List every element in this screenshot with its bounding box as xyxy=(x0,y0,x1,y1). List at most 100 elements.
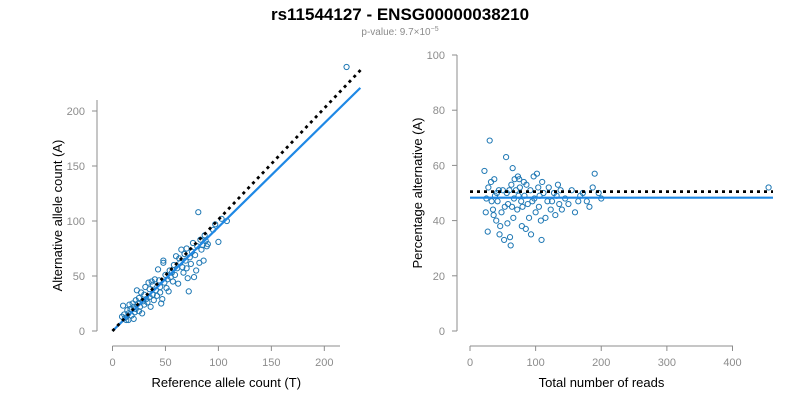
data-point xyxy=(490,211,497,219)
data-point xyxy=(589,184,596,191)
data-point xyxy=(535,203,543,210)
data-point xyxy=(591,170,598,177)
y-tick-label: 40 xyxy=(433,216,445,228)
data-point xyxy=(489,206,497,213)
data-point xyxy=(501,203,508,210)
data-point xyxy=(180,269,187,276)
y-tick-label: 20 xyxy=(433,271,445,283)
data-point xyxy=(496,231,503,238)
data-point xyxy=(525,214,533,221)
data-point xyxy=(497,223,504,230)
data-point xyxy=(485,184,492,191)
data-point xyxy=(524,200,531,208)
data-point xyxy=(765,184,772,191)
x-axis-label: Total number of reads xyxy=(539,375,665,390)
data-point xyxy=(530,173,537,180)
x-tick-label: 400 xyxy=(723,357,741,369)
data-point xyxy=(533,170,541,177)
data-point xyxy=(532,209,539,216)
data-point xyxy=(518,198,525,205)
percentage-alternative-scatter-panel: 0 100 200 300 400 0 20 40 60 80 100 Total number of… xyxy=(410,50,773,390)
x-axis-label: Reference allele count (T) xyxy=(151,375,301,390)
data-point xyxy=(502,154,510,161)
data-point xyxy=(554,181,562,188)
data-point xyxy=(147,303,154,310)
x-tick-label: 100 xyxy=(209,357,227,369)
data-point xyxy=(183,265,190,272)
data-point xyxy=(200,257,207,264)
data-point xyxy=(135,294,143,302)
data-point xyxy=(158,300,165,307)
data-point xyxy=(507,242,514,249)
x-tick-label: 150 xyxy=(262,357,280,369)
data-point xyxy=(552,211,559,219)
data-point xyxy=(151,276,158,283)
x-tick-label: 50 xyxy=(159,357,171,369)
data-point xyxy=(215,238,222,245)
data-point xyxy=(547,206,554,213)
data-point xyxy=(157,289,164,296)
data-point xyxy=(504,220,511,227)
data-point xyxy=(498,209,505,216)
y-tick-label: 80 xyxy=(433,105,445,117)
y-tick-label: 0 xyxy=(439,326,445,338)
data-point xyxy=(129,300,136,307)
data-point xyxy=(184,275,191,282)
data-point xyxy=(516,184,523,191)
data-point xyxy=(545,184,552,191)
data-point xyxy=(508,203,516,210)
data-point xyxy=(183,245,190,252)
x-tick-label: 200 xyxy=(315,357,333,369)
data-point xyxy=(488,198,495,205)
data-point xyxy=(537,217,544,224)
chart-title: rs11544127 - ENSG00000038210 xyxy=(271,5,529,24)
data-point xyxy=(487,178,495,186)
y-tick-label: 60 xyxy=(433,160,445,172)
data-point xyxy=(144,299,151,306)
x-tick-label: 100 xyxy=(526,357,544,369)
y-tick-label: 200 xyxy=(67,106,85,118)
y-tick-label: 100 xyxy=(67,216,85,228)
data-point xyxy=(175,280,182,287)
subtitle-exponent: −5 xyxy=(431,26,439,33)
data-point xyxy=(508,181,515,188)
data-point xyxy=(198,246,205,253)
data-point xyxy=(542,214,549,221)
data-point xyxy=(165,288,172,295)
y-axis-label: Alternative allele count (A) xyxy=(50,140,65,292)
data-point xyxy=(522,225,529,232)
data-point xyxy=(538,236,545,244)
x-tick-label: 0 xyxy=(109,357,115,369)
data-point xyxy=(556,200,563,208)
y-tick-label: 50 xyxy=(73,271,85,283)
y-tick-label: 150 xyxy=(67,161,85,173)
y-tick-label: 100 xyxy=(427,50,445,62)
data-point xyxy=(124,307,131,314)
data-point xyxy=(510,214,517,221)
x-tick-label: 0 xyxy=(467,357,473,369)
regression-fit-line xyxy=(111,87,362,332)
data-point xyxy=(169,278,176,285)
data-point xyxy=(195,209,202,216)
subtitle-text: p-value: 9.7×10 xyxy=(361,27,431,38)
data-point xyxy=(159,296,166,303)
null-expectation-line xyxy=(111,68,363,332)
data-point xyxy=(565,200,572,208)
data-point xyxy=(190,274,198,281)
data-point xyxy=(149,281,156,288)
data-point xyxy=(506,234,514,241)
data-point xyxy=(160,259,167,266)
data-point xyxy=(139,310,146,317)
y-axis-label: Percentage alternative (A) xyxy=(410,117,425,268)
data-point xyxy=(187,260,194,267)
data-point xyxy=(491,176,498,183)
allele-count-scatter-panel: 0 50 100 150 200 0 50 100 150 200 Reference allele… xyxy=(50,63,363,390)
data-point xyxy=(130,315,137,322)
data-point xyxy=(193,267,200,274)
data-point xyxy=(527,231,535,238)
data-point xyxy=(343,63,350,71)
data-point xyxy=(501,236,508,244)
data-point xyxy=(493,217,500,224)
data-point xyxy=(171,271,179,278)
